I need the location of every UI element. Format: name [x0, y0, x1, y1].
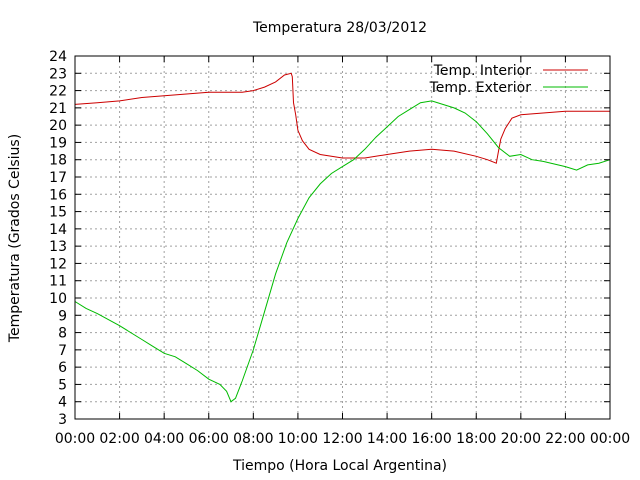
- y-tick-label: 22: [49, 84, 67, 100]
- x-tick-label: 20:00: [501, 431, 541, 447]
- x-tick-label: 16:00: [411, 431, 451, 447]
- series-line-exterior: [74, 100, 611, 403]
- y-tick-label: 20: [49, 118, 67, 134]
- y-tick-label: 3: [58, 412, 67, 428]
- y-tick-label: 15: [49, 205, 67, 221]
- y-tick-label: 10: [49, 291, 67, 307]
- y-tick-label: 12: [49, 256, 67, 272]
- x-tick-label: 12:00: [322, 431, 362, 447]
- y-tick-label: 7: [58, 343, 67, 359]
- series-line-interior: [74, 72, 610, 164]
- y-axis-label: Temperatura (Grados Celsius): [7, 134, 23, 343]
- y-tick-label: 4: [58, 395, 67, 411]
- y-tick-label: 17: [49, 170, 67, 186]
- x-tick-label: 10:00: [278, 431, 318, 447]
- y-tick-label: 19: [49, 135, 67, 151]
- y-tick-label: 9: [58, 308, 67, 324]
- x-tick-label: 22:00: [545, 431, 585, 447]
- y-tick-label: 24: [49, 49, 67, 65]
- chart-title: Temperatura 28/03/2012: [252, 20, 427, 36]
- y-tick-label: 11: [49, 274, 67, 290]
- y-tick-label: 13: [49, 239, 67, 255]
- x-axis-label: Tiempo (Hora Local Argentina): [232, 458, 447, 474]
- x-tick-label: 18:00: [456, 431, 496, 447]
- legend-label-interior: Temp. Interior: [433, 63, 532, 79]
- legend-label-exterior: Temp. Exterior: [429, 80, 532, 96]
- y-tick-label: 8: [58, 326, 67, 342]
- grid: [75, 56, 610, 419]
- x-tick-label: 08:00: [233, 431, 273, 447]
- y-tick-label: 23: [49, 66, 67, 82]
- y-tick-label: 18: [49, 153, 67, 169]
- x-tick-label: 00:00: [55, 431, 95, 447]
- x-tick-label: 00:00: [590, 431, 630, 447]
- series-lines: [74, 72, 611, 403]
- x-tick-label: 06:00: [189, 431, 229, 447]
- x-tick-label: 14:00: [367, 431, 407, 447]
- y-tick-label: 14: [49, 222, 67, 238]
- y-tick-label: 16: [49, 187, 67, 203]
- y-tick-label: 5: [58, 377, 67, 393]
- y-tick-label: 6: [58, 360, 67, 376]
- x-tick-label: 04:00: [144, 431, 184, 447]
- x-tick-label: 02:00: [99, 431, 139, 447]
- y-tick-label: 21: [49, 101, 67, 117]
